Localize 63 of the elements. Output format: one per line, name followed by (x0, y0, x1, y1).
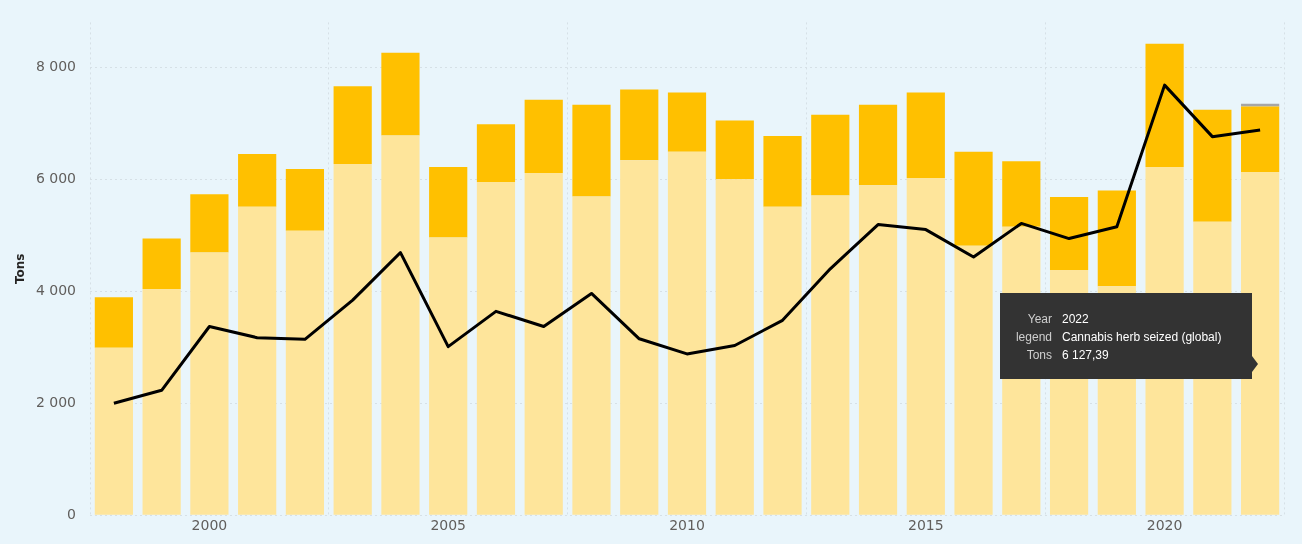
bar (667, 92, 707, 152)
x-tick-label: 2005 (430, 517, 467, 534)
bar (285, 169, 325, 231)
bar (190, 252, 229, 515)
bar (142, 238, 181, 289)
x-tick-label: 2010 (669, 517, 705, 534)
bar (572, 196, 611, 515)
bar (811, 195, 850, 515)
bar (572, 104, 611, 197)
bar (1145, 43, 1184, 167)
bar (190, 194, 229, 253)
bar (429, 166, 468, 238)
annotation: 2022 (1062, 312, 1089, 326)
x-tick-label: 2000 (191, 517, 228, 534)
y-tick-label: 2 000 (35, 393, 76, 410)
bar (94, 347, 133, 515)
bar (142, 288, 181, 515)
bar (906, 92, 945, 179)
bar (381, 52, 420, 136)
bar (954, 245, 993, 515)
bar (620, 160, 659, 515)
annotation: Cannabis herb seized (global) (1062, 330, 1222, 344)
bar (1002, 161, 1041, 227)
y-tick-label: 8 000 (35, 57, 76, 74)
bar (858, 104, 898, 186)
bar (763, 136, 802, 207)
bar (429, 237, 468, 515)
x-tick-label: 2020 (1146, 517, 1183, 534)
bar (524, 99, 563, 174)
y-tick-label: 6 000 (35, 169, 76, 186)
bar (476, 124, 516, 182)
bar (858, 185, 898, 515)
annotation: Tons (1025, 348, 1052, 362)
y-tick-label: 0 (67, 505, 76, 522)
bar (1241, 106, 1280, 173)
bar (476, 182, 516, 515)
x-tick-label: 2015 (907, 517, 944, 534)
bar (954, 151, 993, 246)
annotation: legend (1014, 330, 1052, 344)
bar (1241, 103, 1280, 107)
y-tick-label: 4 000 (35, 281, 76, 298)
bar (715, 179, 754, 515)
bar (524, 173, 563, 515)
bar (906, 178, 945, 515)
bar (763, 206, 802, 515)
bar (381, 135, 420, 515)
bar (238, 206, 277, 515)
bar (285, 230, 325, 515)
bar (333, 86, 372, 165)
bar (1193, 109, 1232, 222)
bar (715, 120, 754, 180)
bar (1241, 172, 1280, 515)
annotation: Year (1026, 312, 1052, 326)
bar (667, 151, 707, 515)
bar (811, 114, 850, 196)
bar (1049, 197, 1089, 270)
bar (238, 154, 277, 207)
annotation: 6 127,39 (1062, 348, 1109, 362)
bar (1097, 190, 1136, 287)
bar (94, 297, 133, 348)
bar (333, 164, 372, 515)
bar (620, 89, 659, 161)
y-axis-title: Tons (13, 253, 28, 285)
